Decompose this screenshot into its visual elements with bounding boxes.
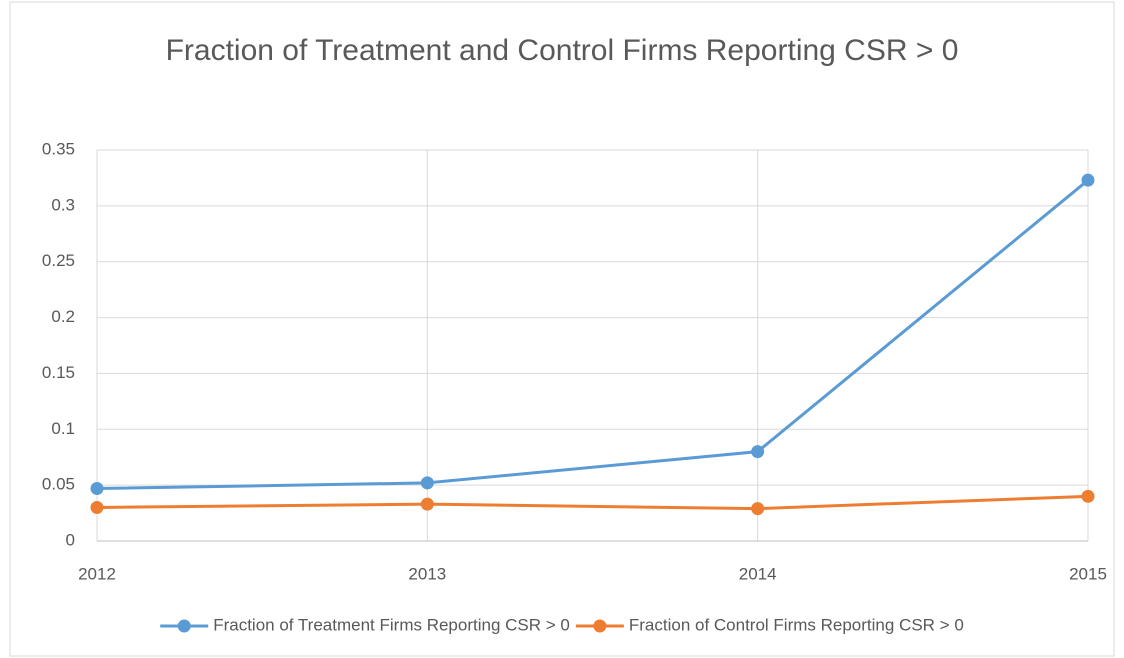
x-tick-label: 2012	[78, 564, 116, 583]
chart-frame	[9, 1, 1115, 657]
chart-title: Fraction of Treatment and Control Firms …	[166, 34, 959, 67]
series-line	[96, 494, 1089, 511]
y-tick-label: 0.2	[51, 307, 75, 326]
y-tick-label: 0.3	[51, 195, 75, 214]
x-tick-label: 2013	[408, 564, 446, 583]
data-point	[90, 481, 104, 495]
x-tick-label: 2015	[1069, 564, 1107, 583]
series-line	[96, 179, 1089, 490]
data-point	[420, 497, 434, 511]
y-tick-label: 0	[66, 530, 75, 549]
data-point	[1081, 173, 1095, 187]
data-point	[751, 445, 765, 459]
y-tick-label: 0.15	[42, 363, 75, 382]
y-tick-label: 0.25	[42, 251, 75, 270]
data-point	[420, 476, 434, 490]
legend-swatch-marker	[177, 619, 191, 633]
legend-swatch-marker	[593, 619, 607, 633]
y-tick-label: 0.35	[42, 139, 75, 158]
data-point	[751, 502, 765, 516]
legend-label: Fraction of Treatment Firms Reporting CS…	[213, 615, 570, 634]
x-tick-label: 2014	[739, 564, 777, 583]
y-tick-label: 0.1	[51, 419, 75, 438]
data-point	[90, 500, 104, 514]
legend-label: Fraction of Control Firms Reporting CSR …	[629, 615, 964, 634]
data-point	[1081, 489, 1095, 503]
y-tick-label: 0.05	[42, 475, 75, 494]
